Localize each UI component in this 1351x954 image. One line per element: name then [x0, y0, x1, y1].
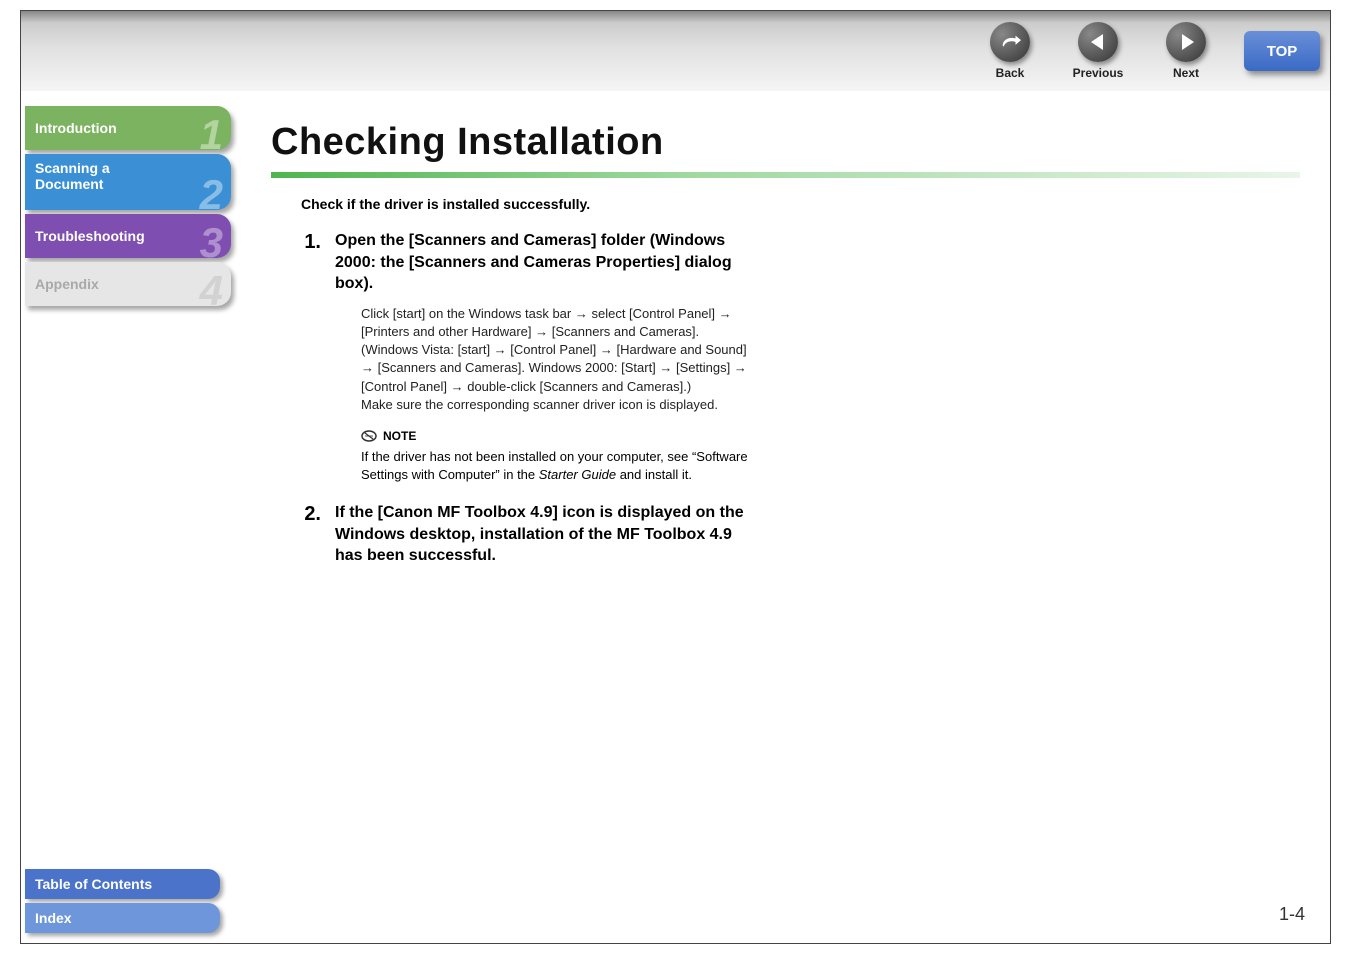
step-detail: Click [start] on the Windows task bar → …: [361, 305, 759, 414]
previous-nav-item[interactable]: Previous: [1058, 22, 1138, 80]
title-underline: [271, 172, 1300, 178]
nav-button-group: Back Previous Next TOP: [970, 22, 1320, 80]
chapter-number: 2: [200, 174, 223, 216]
top-button[interactable]: TOP: [1244, 31, 1320, 71]
next-label: Next: [1173, 66, 1199, 80]
step-body: Open the [Scanners and Cameras] folder (…: [335, 230, 759, 484]
page-frame: Back Previous Next TOP Introduction1Scan…: [20, 10, 1331, 944]
top-navigation-bar: Back Previous Next TOP: [21, 11, 1330, 91]
intro-text: Check if the driver is installed success…: [301, 196, 1300, 212]
note-block: NOTE If the driver has not been installed…: [361, 428, 759, 484]
step-heading: If the [Canon MF Toolbox 4.9] icon is di…: [335, 502, 759, 567]
page-title: Checking Installation: [271, 121, 1300, 164]
step-number: 1.: [299, 230, 321, 484]
chapter-number: 3: [200, 222, 223, 264]
back-nav-item[interactable]: Back: [970, 22, 1050, 80]
chapter-label: Scanning a Document: [35, 160, 110, 192]
chapter-tab[interactable]: Troubleshooting3: [25, 214, 231, 258]
chapter-number: 4: [200, 270, 223, 312]
step-number: 2.: [299, 502, 321, 577]
chapter-number: 1: [200, 114, 223, 156]
step: 1.Open the [Scanners and Cameras] folder…: [299, 230, 759, 484]
chapter-tab[interactable]: Introduction1: [25, 106, 231, 150]
step-heading: Open the [Scanners and Cameras] folder (…: [335, 230, 759, 295]
note-text: If the driver has not been installed on …: [361, 448, 759, 484]
main-content: Checking Installation Check if the drive…: [271, 121, 1300, 595]
index-label: Index: [35, 910, 72, 926]
back-label: Back: [996, 66, 1025, 80]
index-tab[interactable]: Index: [25, 903, 220, 933]
previous-icon: [1078, 22, 1118, 62]
chapter-label: Appendix: [35, 276, 99, 292]
note-icon: [361, 428, 377, 444]
note-label-text: NOTE: [383, 429, 416, 443]
previous-label: Previous: [1073, 66, 1124, 80]
steps-container: 1.Open the [Scanners and Cameras] folder…: [299, 230, 759, 577]
chapter-sidebar: Introduction1Scanning a Document2Trouble…: [21, 106, 231, 306]
note-label-row: NOTE: [361, 428, 759, 444]
chapter-label: Introduction: [35, 120, 117, 136]
table-of-contents-tab[interactable]: Table of Contents: [25, 869, 220, 899]
back-icon: [990, 22, 1030, 62]
next-nav-item[interactable]: Next: [1146, 22, 1226, 80]
toc-label: Table of Contents: [35, 876, 152, 892]
chapter-tab[interactable]: Scanning a Document2: [25, 154, 231, 210]
step-body: If the [Canon MF Toolbox 4.9] icon is di…: [335, 502, 759, 577]
bottom-tabs: Table of Contents Index: [25, 869, 220, 933]
next-icon: [1166, 22, 1206, 62]
page-number: 1-4: [1279, 904, 1305, 925]
step: 2.If the [Canon MF Toolbox 4.9] icon is …: [299, 502, 759, 577]
chapter-tab[interactable]: Appendix4: [25, 262, 231, 306]
chapter-label: Troubleshooting: [35, 228, 145, 244]
